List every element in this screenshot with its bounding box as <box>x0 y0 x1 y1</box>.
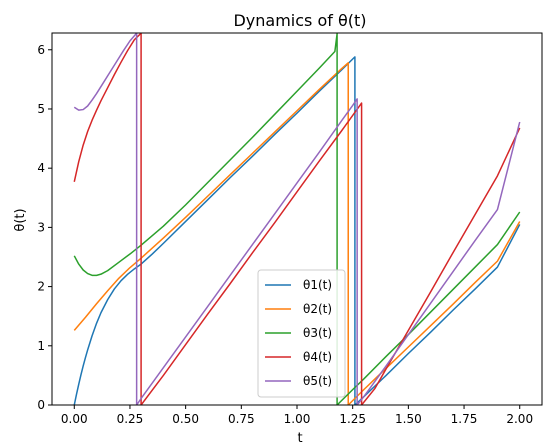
legend-label-theta2: θ2(t) <box>303 302 332 316</box>
series-line-theta1 <box>73 56 521 405</box>
y-axis: 0 1 2 3 4 5 6 <box>37 43 52 412</box>
series-line-theta2 <box>73 62 521 405</box>
legend-label-theta4: θ4(t) <box>303 350 332 364</box>
x-tick-label: 0.75 <box>228 412 255 426</box>
legend-box <box>257 269 346 398</box>
x-tick-label: 1.00 <box>284 412 311 426</box>
y-tick-label: 2 <box>37 280 45 294</box>
x-tick-label: 0.50 <box>172 412 199 426</box>
series-line-theta5 <box>73 33 521 405</box>
chart-title: Dynamics of θ(t) <box>233 11 366 30</box>
legend-label-theta1: θ1(t) <box>303 278 332 292</box>
y-tick-label: 6 <box>37 43 45 57</box>
series-layer <box>73 33 521 405</box>
y-axis-label: θ(t) <box>13 208 28 231</box>
y-tick-label: 1 <box>37 339 45 353</box>
y-tick-label: 0 <box>37 398 45 412</box>
series-line-theta4 <box>73 33 521 405</box>
y-tick-label: 5 <box>37 102 45 116</box>
x-tick-label: 0.25 <box>117 412 144 426</box>
y-tick-label: 4 <box>37 161 45 175</box>
legend-label-theta5: θ5(t) <box>303 374 332 388</box>
x-tick-label: 1.75 <box>451 412 478 426</box>
legend-label-theta3: θ3(t) <box>303 326 332 340</box>
x-tick-label: 0.00 <box>61 412 88 426</box>
x-axis: 0.00 0.25 0.50 0.75 1.00 1.25 1.50 1.75 2.00 <box>61 405 533 426</box>
x-axis-label: t <box>297 431 302 443</box>
x-tick-label: 1.25 <box>339 412 366 426</box>
y-tick-label: 3 <box>37 220 45 234</box>
x-tick-label: 2.00 <box>506 412 533 426</box>
x-tick-label: 1.50 <box>395 412 422 426</box>
legend: θ1(t) θ2(t) θ3(t) θ4(t) θ5(t) <box>257 269 346 398</box>
